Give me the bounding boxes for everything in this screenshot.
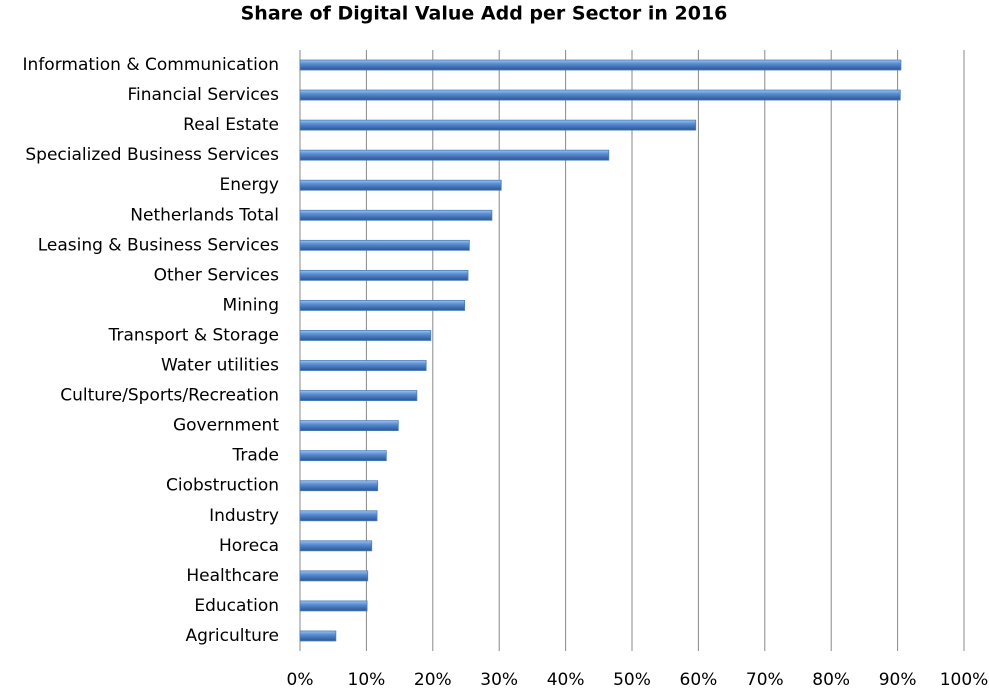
y-tick-label: Agriculture [186,626,280,646]
y-tick-label: Government [173,416,279,436]
bar [299,540,373,552]
bar [299,480,379,492]
bar [299,360,427,371]
y-tick-label: Financial Services [127,85,279,105]
x-tick-label: 40% [547,670,585,689]
bar [299,300,466,311]
y-tick-label: Water utilities [161,356,279,376]
chart-title: Share of Digital Value Add per Sector in… [241,3,728,25]
y-tick-label: Ciobstruction [166,476,279,496]
x-tick-label: 20% [414,670,452,689]
y-tick-label: Information & Communication [23,55,279,75]
bar [299,209,493,221]
bar [299,450,387,462]
bar [299,59,902,71]
bar [299,89,901,101]
x-tick-label: 100% [940,670,989,689]
bar [299,390,418,401]
y-tick-label: Transport & Storage [108,325,279,345]
x-tick-label: 50% [613,670,651,689]
bar [299,119,697,131]
x-tick-label: 60% [680,670,718,689]
bar [299,510,378,522]
bar [299,420,399,432]
x-tick-label: 90% [879,670,917,689]
y-tick-label: Culture/Sports/Recreation [60,386,279,406]
bar [299,630,337,642]
y-tick-label: Mining [223,295,279,315]
y-tick-label: Horeca [219,536,279,556]
bar [299,239,470,251]
bar [299,570,369,582]
x-tick-label: 70% [746,670,784,689]
y-tick-label: Other Services [154,265,280,285]
bar [299,600,368,612]
y-tick-label: Specialized Business Services [25,145,279,165]
bar [299,330,432,341]
x-tick-label: 10% [348,670,386,689]
y-tick-label: Education [194,596,279,616]
x-tick-label: 30% [480,670,518,689]
y-tick-label: Netherlands Total [130,205,279,225]
bar [299,149,610,161]
y-tick-label: Energy [219,175,279,195]
y-tick-label: Trade [231,446,279,466]
bar [299,179,502,191]
y-tick-label: Healthcare [186,566,279,586]
x-tick-label: 80% [812,670,850,689]
y-tick-label: Real Estate [183,115,279,135]
bar [299,269,469,281]
y-tick-label: Leasing & Business Services [38,235,279,255]
x-tick-label: 0% [287,670,314,689]
y-tick-label: Industry [209,506,279,526]
